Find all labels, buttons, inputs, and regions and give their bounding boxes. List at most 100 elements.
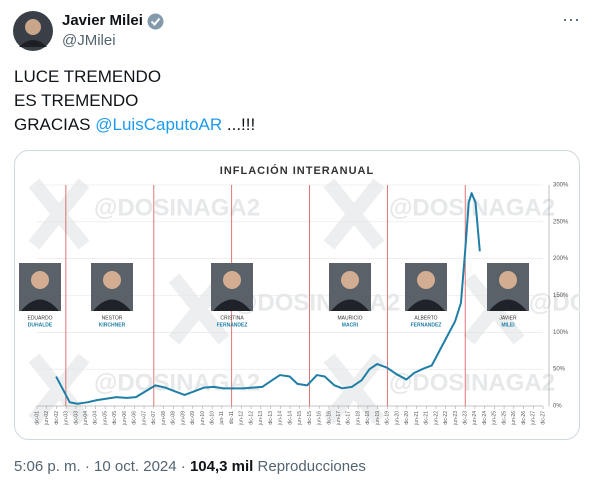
date[interactable]: 10 oct. 2024 (94, 458, 177, 475)
tweet-line: LUCE TREMENDO (14, 67, 162, 86)
x-tick-label: dic-11 (229, 411, 235, 424)
x-tick-label: jun-13 (258, 411, 264, 426)
portrait-face (223, 271, 241, 289)
watermark: @DOSINAGA2 (389, 369, 555, 396)
y-tick-label: 200% (553, 256, 569, 262)
x-tick-label: jun-24 (472, 411, 478, 426)
verified-badge (147, 13, 164, 30)
views-label: Reproducciones (257, 458, 366, 475)
x-tick-label: jun-17 (336, 411, 342, 426)
x-tick-label: dic-26 (521, 411, 527, 425)
views: 104,3 mil (189, 458, 254, 475)
tweet-line: GRACIAS @LuisCaputoAR ...!!! (14, 115, 255, 135)
x-tick-label: dic-20 (404, 411, 410, 425)
watermark: @DOSINAGA2 (234, 289, 400, 316)
x-tick-label: jun-08 (161, 411, 167, 426)
x-tick-label: jun-14 (278, 411, 284, 426)
display-name[interactable]: Javier Milei (62, 12, 143, 29)
watermark-x (323, 178, 385, 250)
x-tick-label: jun-05 (102, 411, 108, 426)
x-tick-label: jun-18 (355, 411, 361, 426)
x-tick-label: dic-25 (501, 411, 507, 425)
x-tick-label: dic-16 (326, 411, 332, 425)
president-first-name: JAVIER (499, 315, 517, 321)
president-first-name: MAURICIO (338, 315, 363, 321)
time[interactable]: 5:06 p. m. (14, 458, 81, 475)
x-tick-label: jun-20 (394, 411, 400, 426)
chart-card[interactable]: @DOSINAGA2 @DOSINAGA2 @DOSINAGA2 @DOSINAGA2… (14, 150, 580, 440)
x-tick-label: dic-24 (482, 411, 488, 425)
portrait-body (331, 299, 369, 311)
watermark-x (28, 353, 90, 425)
x-tick-label: dic-17 (346, 411, 352, 425)
president-last-name: DUHALDE (28, 322, 53, 328)
x-tick-label: jun-16 (317, 411, 323, 426)
x-tick-label: jun-04 (83, 411, 89, 426)
y-tick-label: 300% (553, 183, 569, 189)
watermark: @DOSINAGA2 (529, 289, 580, 316)
portrait-face (103, 271, 121, 289)
portrait-face (31, 271, 49, 289)
tweet-meta: 5:06 p. m. · 10 oct. 2024 · 104,3 mil Re… (14, 458, 366, 475)
portrait-body (489, 299, 527, 311)
president-last-name: MILEI (501, 322, 515, 328)
x-tick-label: jun-26 (511, 411, 517, 426)
handle[interactable]: @JMilei (62, 32, 116, 49)
x-tick-label: jun-07 (141, 411, 147, 426)
mention[interactable]: @LuisCaputoAR (95, 115, 223, 134)
x-tick-label: dic-19 (385, 411, 391, 425)
x-tick-label: jun-02 (44, 411, 50, 426)
president-last-name: MACRI (342, 322, 359, 328)
x-tick-label: jun-21 (414, 411, 420, 426)
president-first-name: CRISTINA (220, 315, 244, 321)
x-tick-label: jun-25 (492, 411, 498, 426)
y-tick-label: 50% (553, 367, 566, 373)
x-tick-label: dic-06 (132, 411, 138, 425)
separator: · (84, 458, 90, 475)
x-tick-label: dic-15 (307, 411, 313, 425)
text: GRACIAS (14, 115, 91, 134)
portrait-face (341, 271, 359, 289)
x-tick-label: jun-19 (375, 411, 381, 426)
x-tick-label: dic-12 (248, 411, 254, 425)
president-first-name: ALBERTO (414, 315, 437, 321)
x-tick-label: dic-09 (190, 411, 196, 425)
avatar[interactable] (13, 11, 53, 51)
portrait-face (499, 271, 517, 289)
x-tick-label: dic-13 (268, 411, 274, 425)
x-tick-label: dic-03 (73, 411, 79, 425)
watermark-x (28, 178, 90, 250)
separator: · (180, 458, 186, 475)
inflation-line (55, 192, 481, 405)
x-tick-label: jun-23 (453, 411, 459, 426)
x-tick-label: dic-18 (365, 411, 371, 425)
x-tick-label: dic-05 (112, 411, 118, 425)
president-last-name: FERNANDEZ (217, 322, 248, 328)
x-tick-label: jun-27 (531, 411, 537, 426)
president-first-name: EDUARDO (27, 315, 52, 321)
x-tick-label: dic-04 (93, 411, 99, 425)
chart-title: INFLACIÓN INTERANUAL (220, 164, 374, 177)
card-border (14, 150, 580, 440)
x-tick-label: dic-08 (171, 411, 177, 425)
y-tick-label: 150% (553, 293, 569, 299)
x-tick-label: dic-27 (540, 411, 546, 425)
president-last-name: FERNANDEZ (411, 322, 442, 328)
x-tick-label: jun-12 (239, 411, 245, 426)
portrait-body (407, 299, 445, 311)
x-tick-label: dic-07 (151, 411, 157, 425)
x-tick-label: dic-01 (34, 411, 40, 425)
portrait-body (213, 299, 251, 311)
watermark: @DOSINAGA2 (94, 194, 260, 221)
x-tick-label: jun-15 (297, 411, 303, 426)
x-tick-label: jun-11 (219, 411, 225, 426)
x-tick-label: jun-03 (64, 411, 70, 426)
y-tick-label: 100% (553, 330, 569, 336)
x-tick-label: dic-02 (54, 411, 60, 425)
x-tick-label: dic-22 (443, 411, 449, 425)
president-first-name: NESTOR (102, 315, 123, 321)
portrait-face (417, 271, 435, 289)
president-last-name: KIRCHNER (99, 322, 126, 328)
x-tick-label: jun-10 (200, 411, 206, 426)
more-button[interactable]: ⋯ (562, 10, 580, 30)
